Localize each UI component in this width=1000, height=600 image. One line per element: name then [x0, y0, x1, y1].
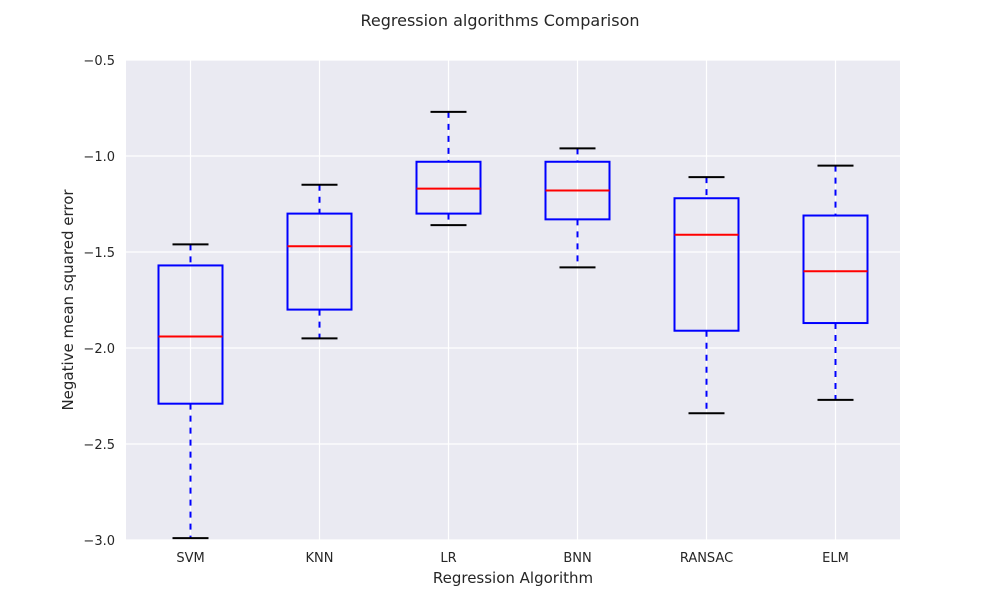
y-axis-label: Negative mean squared error: [59, 189, 77, 411]
x-tick-label: BNN: [563, 551, 591, 566]
plot-area: [126, 60, 900, 540]
chart-title: Regression algorithms Comparison: [360, 11, 640, 30]
y-tick-label: −3.0: [83, 534, 115, 549]
y-tick-label: −1.0: [83, 150, 115, 165]
iqr-box: [802, 214, 869, 325]
x-tick-label: SVM: [176, 551, 204, 566]
y-tick-label: −2.0: [83, 342, 115, 357]
x-tick-label: LR: [440, 551, 456, 566]
y-tick-label: −0.5: [83, 54, 115, 69]
iqr-box: [673, 197, 740, 332]
iqr-box: [157, 264, 224, 405]
x-axis-ticks: SVM KNN LR BNN RANSAC ELM: [176, 551, 849, 566]
box-elm: [802, 164, 869, 401]
x-tick-label: ELM: [822, 551, 849, 566]
iqr-box: [286, 212, 353, 311]
box-ransac: [673, 176, 740, 415]
box-bnn: [544, 147, 611, 269]
box-svm: [157, 243, 224, 540]
box-lr: [415, 110, 482, 227]
y-tick-label: −1.5: [83, 246, 115, 261]
x-tick-label: KNN: [306, 551, 334, 566]
y-tick-label: −2.5: [83, 438, 115, 453]
box-knn: [286, 183, 353, 340]
y-axis-ticks: −3.0 −2.5 −2.0 −1.5 −1.0 −0.5: [83, 54, 115, 549]
x-tick-label: RANSAC: [680, 551, 733, 566]
boxes: [157, 110, 869, 540]
x-axis-label: Regression Algorithm: [432, 569, 594, 587]
grid-lines: [126, 59, 900, 541]
